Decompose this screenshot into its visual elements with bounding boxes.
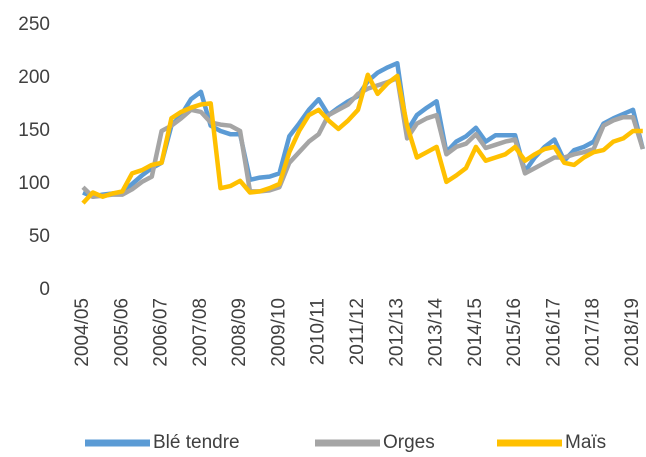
x-tick-label: 2015/16	[504, 298, 525, 367]
y-tick-label: 250	[18, 14, 50, 35]
y-tick-label: 0	[39, 279, 50, 300]
x-tick-label: 2009/10	[268, 298, 289, 367]
x-tick-label: 2014/15	[465, 298, 486, 367]
x-tick-label: 2008/09	[229, 298, 250, 367]
legend-label: Maïs	[565, 432, 606, 453]
legend-label: Orges	[383, 432, 435, 453]
x-tick-label: 2010/11	[308, 298, 329, 365]
y-tick-label: 200	[18, 67, 50, 88]
x-tick-label: 2018/19	[622, 298, 643, 367]
x-tick-label: 2013/14	[426, 298, 447, 367]
x-tick-label: 2005/06	[111, 298, 132, 367]
legend-label: Blé tendre	[153, 432, 240, 453]
series-line	[81, 72, 643, 205]
x-tick-label: 2006/07	[151, 298, 172, 367]
y-tick-label: 100	[18, 173, 50, 194]
y-tick-label: 50	[29, 226, 50, 247]
y-tick-label: 150	[18, 120, 50, 141]
x-tick-label: 2016/17	[543, 298, 564, 367]
x-tick-label: 2012/13	[386, 298, 407, 367]
x-tick-label: 2007/08	[190, 298, 211, 367]
x-tick-label: 2011/12	[347, 298, 368, 365]
x-tick-label: 2017/18	[583, 298, 604, 367]
x-tick-label: 2004/05	[72, 298, 93, 367]
